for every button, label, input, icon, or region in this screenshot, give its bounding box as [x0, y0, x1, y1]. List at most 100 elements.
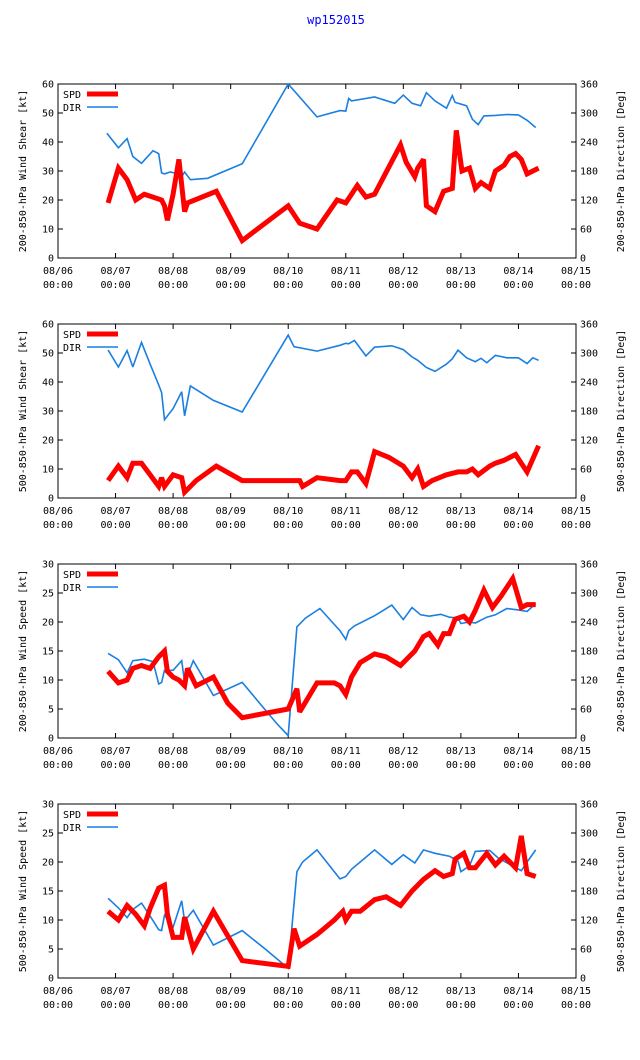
chart-panel-2: 0 10 20 30 40 50 60 0 60 120 180 240 300 360 08/06 00:0… [18, 320, 627, 532]
x-tick-date: 08/14 [503, 746, 533, 757]
y-axis-label-right: 500-850-hPa Direction [Deg] [616, 330, 627, 493]
x-tick-time: 00:00 [331, 760, 361, 771]
x-tick-time: 00:00 [561, 280, 591, 291]
right-tick-label: 0 [580, 494, 586, 505]
x-tick-date: 08/14 [503, 266, 533, 277]
x-tick-date: 08/14 [503, 506, 533, 517]
y-axis-label-left: 500-850-hPa Wind Speed [kt] [18, 810, 29, 973]
right-tick-label: 120 [580, 676, 598, 687]
x-tick-time: 00:00 [158, 1000, 188, 1011]
x-tick-time: 00:00 [388, 280, 418, 291]
legend-label-spd: SPD [63, 330, 81, 341]
left-tick-label: 30 [42, 560, 54, 571]
x-tick-time: 00:00 [503, 760, 533, 771]
y-axis-label-right: 500-850-hPa Direction [Deg] [616, 810, 627, 973]
x-tick-time: 00:00 [388, 1000, 418, 1011]
x-tick-date: 08/09 [216, 506, 246, 517]
right-tick-label: 60 [580, 225, 592, 236]
x-tick-date: 08/09 [216, 986, 246, 997]
legend-label-spd: SPD [63, 810, 81, 821]
left-tick-label: 0 [48, 494, 54, 505]
left-tick-label: 50 [42, 109, 54, 120]
left-tick-label: 0 [48, 254, 54, 265]
spd-series-line [105, 130, 540, 245]
left-tick-label: 20 [42, 196, 54, 207]
left-tick-label: 10 [42, 676, 54, 687]
right-tick-label: 240 [580, 378, 598, 389]
right-tick-label: 180 [580, 407, 598, 418]
x-tick-time: 00:00 [273, 520, 303, 531]
legend-label-dir: DIR [63, 583, 82, 594]
legend-label-dir: DIR [63, 823, 82, 834]
x-tick-date: 08/11 [331, 506, 361, 517]
x-tick-date: 08/11 [331, 266, 361, 277]
left-tick-label: 60 [42, 320, 54, 331]
right-tick-label: 300 [580, 109, 598, 120]
left-tick-label: 60 [42, 80, 54, 91]
x-tick-time: 00:00 [101, 280, 131, 291]
x-tick-date: 08/09 [216, 746, 246, 757]
x-tick-time: 00:00 [43, 520, 73, 531]
x-tick-date: 08/13 [446, 746, 476, 757]
left-tick-label: 20 [42, 436, 54, 447]
x-tick-date: 08/15 [561, 986, 591, 997]
right-tick-label: 120 [580, 196, 598, 207]
x-tick-time: 00:00 [216, 280, 246, 291]
x-tick-time: 00:00 [331, 280, 361, 291]
left-tick-label: 5 [48, 945, 54, 956]
left-tick-label: 15 [42, 887, 54, 898]
x-tick-date: 08/11 [331, 986, 361, 997]
right-tick-label: 120 [580, 436, 598, 447]
x-tick-time: 00:00 [101, 1000, 131, 1011]
plot-frame [57, 563, 577, 739]
x-tick-time: 00:00 [503, 1000, 533, 1011]
x-tick-date: 08/07 [101, 266, 131, 277]
x-tick-date: 08/08 [158, 986, 188, 997]
dir-series-line [106, 82, 537, 181]
right-tick-label: 0 [580, 974, 586, 985]
left-tick-label: 50 [42, 349, 54, 360]
left-tick-label: 20 [42, 618, 54, 629]
x-tick-time: 00:00 [158, 520, 188, 531]
y-axis-label-left: 200-850-hPa Wind Speed [kt] [18, 570, 29, 733]
right-tick-label: 240 [580, 858, 598, 869]
x-tick-time: 00:00 [101, 760, 131, 771]
x-tick-time: 00:00 [446, 1000, 476, 1011]
plot-frame [57, 323, 577, 499]
x-tick-time: 00:00 [388, 760, 418, 771]
right-tick-label: 180 [580, 647, 598, 658]
spd-series-line [106, 572, 536, 721]
x-tick-time: 00:00 [158, 280, 188, 291]
right-tick-label: 360 [580, 320, 598, 331]
chart-panel-3: 05101520253006012018024030036008/0600:00… [18, 560, 627, 772]
x-tick-time: 00:00 [561, 1000, 591, 1011]
x-tick-time: 00:00 [446, 520, 476, 531]
left-tick-label: 10 [42, 916, 54, 927]
x-tick-date: 08/08 [158, 746, 188, 757]
legend-label-dir: DIR [63, 103, 82, 114]
x-tick-time: 00:00 [43, 280, 73, 291]
x-tick-time: 00:00 [331, 520, 361, 531]
x-tick-date: 08/07 [101, 746, 131, 757]
right-tick-label: 120 [580, 916, 598, 927]
x-tick-time: 00:00 [101, 520, 131, 531]
x-tick-time: 00:00 [216, 760, 246, 771]
spd-series-line [106, 444, 541, 498]
x-tick-time: 00:00 [503, 520, 533, 531]
x-tick-date: 08/08 [158, 266, 188, 277]
left-tick-label: 5 [48, 705, 54, 716]
legend-label-spd: SPD [63, 90, 81, 101]
left-tick-label: 40 [42, 138, 54, 149]
right-tick-label: 360 [580, 80, 598, 91]
x-tick-time: 00:00 [216, 1000, 246, 1011]
left-tick-label: 40 [42, 378, 54, 389]
y-axis-label-left: 500-850-hPa Wind Shear [kt] [18, 330, 29, 493]
right-tick-label: 60 [580, 705, 592, 716]
x-tick-time: 00:00 [561, 760, 591, 771]
left-tick-label: 30 [42, 800, 54, 811]
x-tick-date: 08/07 [101, 506, 131, 517]
x-tick-date: 08/13 [446, 266, 476, 277]
x-tick-date: 08/10 [273, 986, 303, 997]
x-tick-date: 08/06 [43, 986, 73, 997]
x-tick-time: 00:00 [273, 760, 303, 771]
